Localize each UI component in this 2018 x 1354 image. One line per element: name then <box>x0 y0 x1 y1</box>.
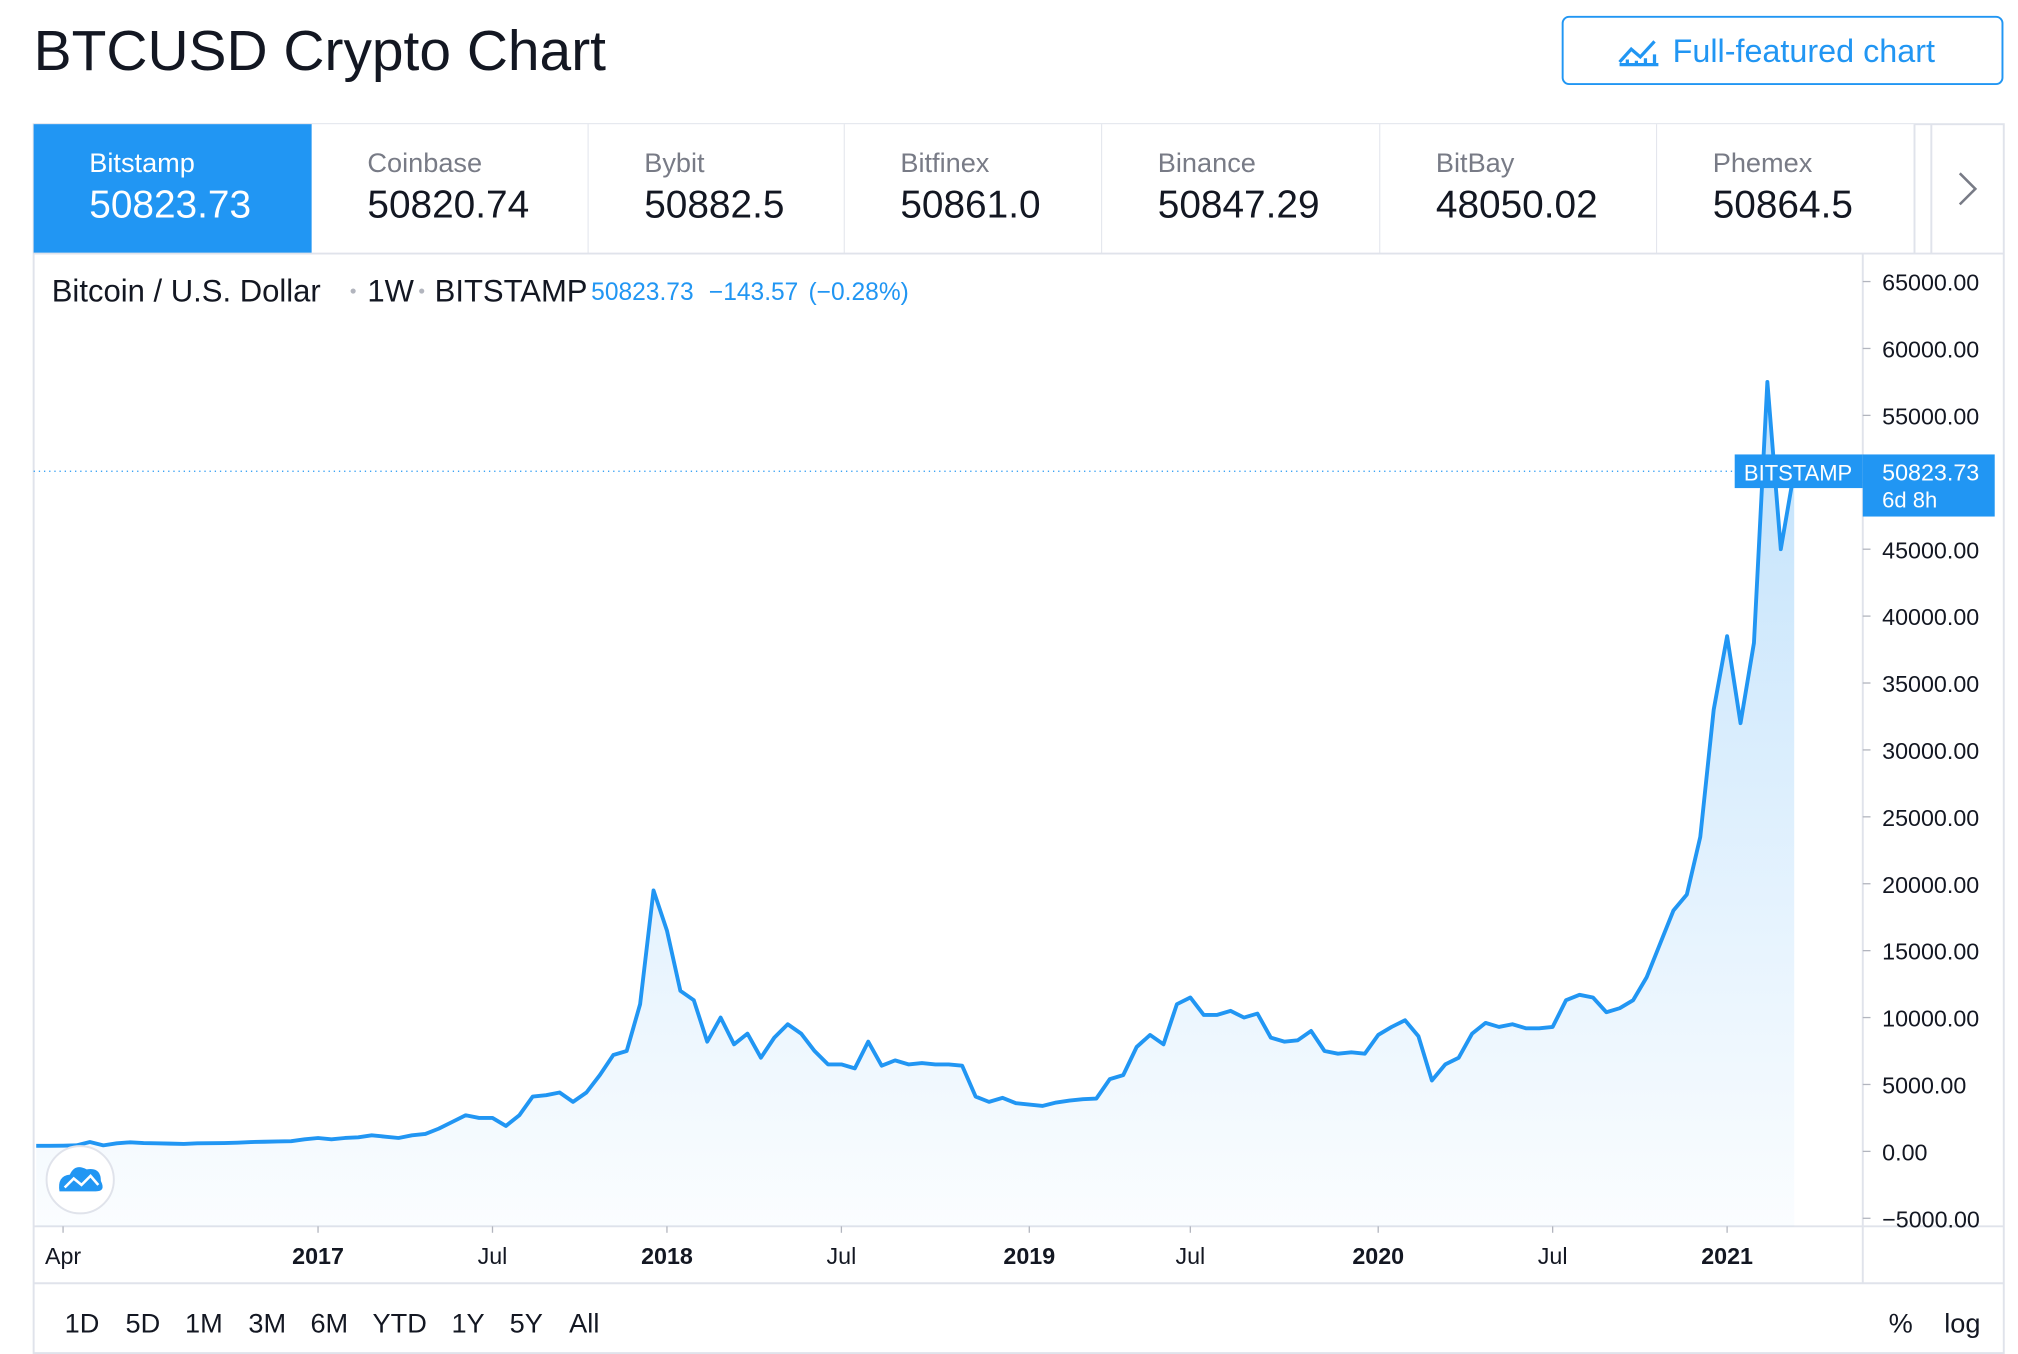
y-tick-label: 65000.00 <box>1882 270 1979 296</box>
page-title: BTCUSD Crypto Chart <box>34 19 607 83</box>
x-tick-label: 2019 <box>1003 1243 1055 1269</box>
tab-bg[interactable] <box>844 124 1103 254</box>
interval: 1W <box>367 273 414 308</box>
y-tick-label: −5000.00 <box>1882 1206 1980 1232</box>
y-tick-label: 10000.00 <box>1882 1006 1979 1032</box>
range-button[interactable]: 6M <box>310 1307 348 1338</box>
tab-bg[interactable] <box>588 124 845 254</box>
exchange-price[interactable]: 50864.5 <box>1713 183 1853 226</box>
y-tick-label: 0.00 <box>1882 1139 1927 1165</box>
range-button[interactable]: All <box>569 1307 599 1338</box>
exchange-price[interactable]: 50882.5 <box>644 183 784 226</box>
price-tag-bg <box>1862 454 1995 517</box>
y-tick-label: 45000.00 <box>1882 537 1979 563</box>
exchange-tab[interactable]: Bybit 50882.5 <box>588 124 846 254</box>
scale-button[interactable]: % <box>1889 1307 1913 1338</box>
change: −143.57 <box>709 279 798 306</box>
x-tick-label: 2018 <box>641 1243 693 1269</box>
logo-icon[interactable] <box>59 1167 103 1192</box>
exchange-price[interactable]: 50820.74 <box>367 183 529 226</box>
range-button[interactable]: YTD <box>373 1307 427 1338</box>
x-tick-label: Apr <box>45 1243 81 1269</box>
y-tick-label: 25000.00 <box>1882 805 1979 831</box>
y-tick-label: 35000.00 <box>1882 671 1979 697</box>
price-tag: 50823.73 <box>1882 459 1979 485</box>
exchange-price[interactable]: 50861.0 <box>900 183 1040 226</box>
range-button[interactable]: 5D <box>125 1307 160 1338</box>
tabs-next[interactable] <box>1930 124 1978 254</box>
exchange-tab[interactable]: Bitstamp 50823.73 <box>33 124 312 254</box>
button-icon-bars[interactable] <box>1619 54 1659 67</box>
chevron[interactable] <box>1958 172 1978 206</box>
exchange-tab[interactable]: Coinbase 50820.74 <box>311 124 590 254</box>
exchange-tag-bg <box>1734 454 1863 489</box>
exchange-name[interactable]: Binance <box>1158 147 1256 178</box>
separator <box>350 288 356 294</box>
exchange-price[interactable]: 50847.29 <box>1158 183 1320 226</box>
exchange-name[interactable]: Coinbase <box>367 147 482 178</box>
exchange-name[interactable]: Bybit <box>644 147 705 178</box>
exchange-price[interactable]: 48050.02 <box>1436 183 1598 226</box>
change-percent: (−0.28%) <box>808 279 908 306</box>
y-tick-label: 40000.00 <box>1882 604 1979 630</box>
y-tick-label: 60000.00 <box>1882 337 1979 363</box>
x-tick-label: Jul <box>1538 1243 1568 1269</box>
tab-bg[interactable] <box>311 124 589 254</box>
exchange-name[interactable]: Bitstamp <box>89 147 195 178</box>
button-frame[interactable] <box>1561 15 2004 86</box>
last-price: 50823.73 <box>591 279 693 306</box>
full-chart-button[interactable]: Full-featured chart <box>1561 15 2004 86</box>
tab-bg[interactable] <box>1380 124 1658 254</box>
exchange-tab[interactable]: Phemex 50864.5 <box>1657 124 1916 254</box>
countdown: 6d 8h <box>1882 487 1937 512</box>
plot: −5000.00 0.00 5000.00 10000.00 15000.00 20000… <box>33 270 1995 1269</box>
area <box>36 381 1795 1227</box>
exchange-tab[interactable]: Binance 50847.29 <box>1102 124 1382 254</box>
scale-button[interactable]: log <box>1944 1307 1980 1338</box>
x-tick-label: 2020 <box>1352 1243 1404 1269</box>
y-tick-label: 55000.00 <box>1882 403 1979 429</box>
x-tick-label: Jul <box>1175 1243 1205 1269</box>
tab-bg[interactable] <box>1102 124 1381 254</box>
x-tick-label: 2021 <box>1701 1243 1753 1269</box>
y-tick-label: 5000.00 <box>1882 1073 1966 1099</box>
exchange-price[interactable]: 50823.73 <box>89 183 251 226</box>
toolbar: 1D 5D 1M 3M 6M YTD 1Y 5Y All% log <box>65 1307 1981 1338</box>
exchange-name[interactable]: Bitfinex <box>900 147 989 178</box>
x-tick-label: Jul <box>827 1243 857 1269</box>
tab-bg[interactable] <box>1657 124 1915 254</box>
range-button[interactable]: 1D <box>65 1307 100 1338</box>
button-label[interactable]: Full-featured chart <box>1673 33 1935 69</box>
y-tick-label: 20000.00 <box>1882 872 1979 898</box>
button-icon[interactable] <box>1618 40 1656 64</box>
logo-icon-line[interactable] <box>63 1173 100 1189</box>
logo[interactable] <box>45 1145 115 1215</box>
exchange-tab[interactable]: BitBay 48050.02 <box>1380 124 1659 254</box>
separator <box>419 288 425 294</box>
exchange-name[interactable]: BitBay <box>1436 147 1515 178</box>
range-button[interactable]: 1Y <box>451 1307 484 1338</box>
exchange-name[interactable]: Phemex <box>1713 147 1813 178</box>
exchange: BITSTAMP <box>435 273 588 308</box>
symbol: Bitcoin / U.S. Dollar <box>52 273 321 308</box>
tab-bg[interactable] <box>33 124 312 254</box>
range-button[interactable]: 5Y <box>510 1307 543 1338</box>
range-button[interactable]: 3M <box>248 1307 286 1338</box>
exchange-tabs: Bitstamp 50823.73 Coinbase 50820.74 Bybit 508… <box>33 124 1916 254</box>
y-tick-label: 30000.00 <box>1882 738 1979 764</box>
y-tick-label: 15000.00 <box>1882 939 1979 965</box>
exchange-tag: BITSTAMP <box>1744 460 1852 485</box>
price-line <box>36 379 1797 1148</box>
x-tick-label: 2017 <box>292 1243 344 1269</box>
range-button[interactable]: 1M <box>185 1307 223 1338</box>
exchange-tab[interactable]: Bitfinex 50861.0 <box>844 124 1104 254</box>
x-tick-label: Jul <box>478 1243 508 1269</box>
